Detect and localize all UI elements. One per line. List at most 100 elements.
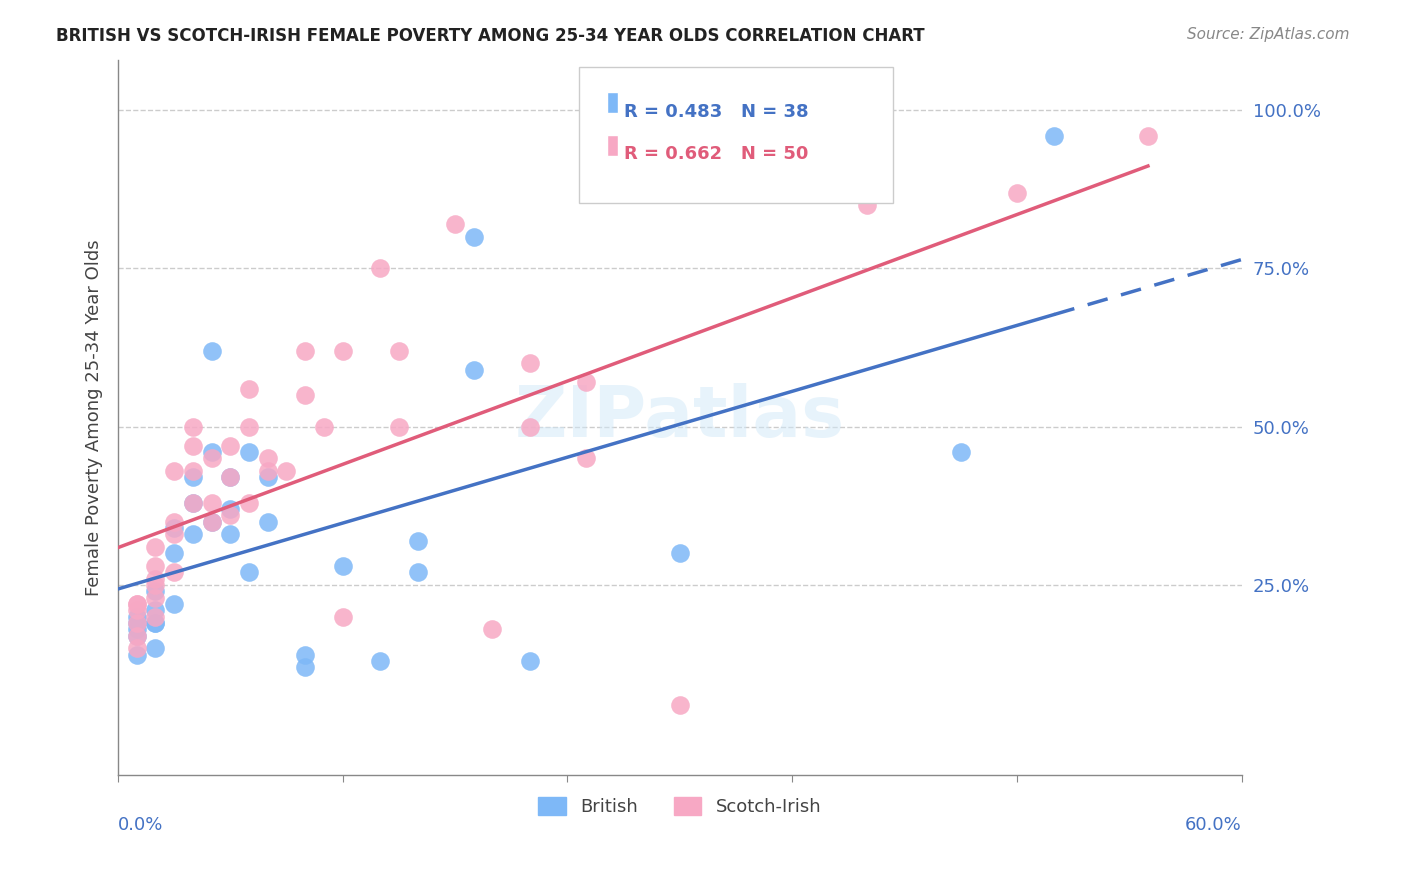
Point: [256, 464, 278, 478]
Point: [294, 343, 316, 358]
Point: [125, 629, 148, 643]
Point: [238, 419, 260, 434]
Point: [200, 515, 222, 529]
Point: [294, 648, 316, 662]
Point: [145, 603, 167, 617]
Point: [181, 496, 204, 510]
FancyBboxPatch shape: [579, 67, 893, 202]
FancyBboxPatch shape: [607, 92, 619, 113]
Point: [294, 388, 316, 402]
Point: [200, 515, 222, 529]
Point: [219, 527, 242, 541]
Point: [145, 559, 167, 574]
Point: [668, 698, 690, 713]
Point: [519, 419, 541, 434]
Point: [238, 382, 260, 396]
Point: [949, 445, 972, 459]
Point: [181, 496, 204, 510]
Point: [125, 609, 148, 624]
Point: [181, 470, 204, 484]
Text: 60.0%: 60.0%: [1185, 816, 1241, 834]
Point: [219, 508, 242, 523]
Point: [238, 566, 260, 580]
Point: [163, 597, 186, 611]
Point: [125, 603, 148, 617]
Point: [1136, 128, 1159, 143]
Point: [163, 546, 186, 560]
Point: [163, 464, 186, 478]
Y-axis label: Female Poverty Among 25-34 Year Olds: Female Poverty Among 25-34 Year Olds: [86, 239, 103, 596]
Point: [145, 615, 167, 630]
Text: Source: ZipAtlas.com: Source: ZipAtlas.com: [1187, 27, 1350, 42]
Point: [1005, 186, 1028, 200]
Point: [163, 515, 186, 529]
Text: ZIPatlas: ZIPatlas: [515, 383, 845, 451]
Point: [125, 648, 148, 662]
Point: [388, 419, 411, 434]
Point: [125, 615, 148, 630]
Point: [256, 515, 278, 529]
Point: [368, 261, 391, 276]
Point: [406, 566, 429, 580]
Point: [145, 609, 167, 624]
Point: [519, 356, 541, 370]
Point: [388, 343, 411, 358]
Point: [463, 363, 485, 377]
Point: [312, 419, 335, 434]
Point: [463, 230, 485, 244]
Point: [219, 470, 242, 484]
Point: [256, 451, 278, 466]
Point: [406, 533, 429, 548]
Point: [368, 654, 391, 668]
Point: [125, 622, 148, 636]
Point: [256, 470, 278, 484]
Point: [332, 559, 354, 574]
Point: [200, 343, 222, 358]
Point: [200, 445, 222, 459]
Point: [125, 629, 148, 643]
Point: [219, 439, 242, 453]
Point: [238, 445, 260, 459]
Point: [145, 540, 167, 554]
Text: R = 0.483   N = 38: R = 0.483 N = 38: [624, 103, 808, 120]
Point: [276, 464, 298, 478]
Point: [145, 641, 167, 656]
Point: [856, 198, 879, 212]
Point: [125, 615, 148, 630]
Point: [181, 464, 204, 478]
Text: R = 0.662   N = 50: R = 0.662 N = 50: [624, 145, 808, 163]
Point: [145, 578, 167, 592]
Point: [575, 451, 598, 466]
Point: [332, 343, 354, 358]
Point: [200, 451, 222, 466]
Point: [145, 572, 167, 586]
Point: [181, 419, 204, 434]
Point: [125, 641, 148, 656]
Point: [294, 660, 316, 674]
Point: [668, 546, 690, 560]
FancyBboxPatch shape: [607, 135, 619, 156]
Point: [1043, 128, 1066, 143]
Point: [181, 439, 204, 453]
Point: [219, 502, 242, 516]
Point: [200, 496, 222, 510]
Point: [145, 591, 167, 605]
Point: [332, 609, 354, 624]
Point: [238, 496, 260, 510]
Point: [163, 527, 186, 541]
Point: [145, 615, 167, 630]
Point: [181, 527, 204, 541]
Point: [575, 376, 598, 390]
Point: [219, 470, 242, 484]
Legend: British, Scotch-Irish: British, Scotch-Irish: [531, 789, 828, 823]
Point: [125, 597, 148, 611]
Point: [125, 597, 148, 611]
Point: [163, 566, 186, 580]
Point: [145, 584, 167, 599]
Point: [519, 654, 541, 668]
Point: [481, 622, 503, 636]
Text: 0.0%: 0.0%: [118, 816, 163, 834]
Point: [444, 217, 467, 231]
Text: BRITISH VS SCOTCH-IRISH FEMALE POVERTY AMONG 25-34 YEAR OLDS CORRELATION CHART: BRITISH VS SCOTCH-IRISH FEMALE POVERTY A…: [56, 27, 925, 45]
Point: [163, 521, 186, 535]
